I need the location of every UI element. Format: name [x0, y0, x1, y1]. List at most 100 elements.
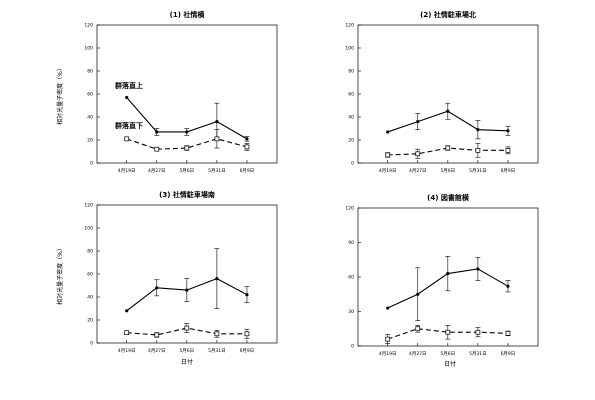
chart-panel-2: (2) 社情駐車場北 0 20 40 60 80 100 120 4月19日 4月27日 5月6日 5…: [345, 10, 539, 174]
plot-frame: [357, 24, 539, 164]
data-point-circle: [476, 128, 480, 132]
data-point-square: [184, 325, 190, 331]
chart-title: (1) 社情横: [170, 10, 205, 19]
data-point-square: [244, 144, 250, 150]
y-tick-label: 80: [87, 249, 93, 255]
x-axis-label-left: 日付: [181, 358, 193, 366]
data-point-circle: [446, 271, 450, 276]
x-tick-label: 5月6日: [179, 168, 194, 174]
series-1: [125, 248, 250, 313]
x-tick-label: 4月27日: [148, 348, 166, 354]
data-point-square: [385, 336, 391, 342]
series-1: [125, 95, 250, 142]
data-point-circle: [245, 137, 249, 141]
data-point-circle: [506, 129, 510, 133]
x-tick-label: 5月31日: [208, 348, 226, 354]
chart-panel-1: (1) 社情横 0 20 40 60 80 100 120 4月19日 4月27日 5月6日 5月31…: [84, 10, 278, 174]
chart-panels: (1) 社情横 0 20 40 60 80 100 120 4月19日 4月27日 5月6日 5月31…: [84, 10, 539, 357]
y-tick-label: 40: [348, 115, 354, 121]
data-point-square: [505, 331, 511, 336]
chart-title: (2) 社情駐車場北: [420, 10, 476, 19]
x-tick-label: 4月19日: [118, 168, 136, 174]
data-point-circle: [416, 120, 420, 124]
data-point-square: [415, 151, 421, 157]
y-axis-label-top: 相対光量子密度（%）: [56, 65, 64, 125]
data-point-square: [214, 331, 220, 337]
data-point-circle: [185, 130, 189, 134]
y-tick-label: 120: [84, 23, 93, 29]
y-tick-label: 0: [351, 344, 354, 350]
data-point-circle: [506, 284, 510, 288]
y-tick-label: 30: [348, 309, 354, 315]
series-2: [385, 143, 511, 159]
y-tick-label: 60: [87, 272, 93, 278]
series-2: [385, 324, 511, 345]
y-tick-label: 90: [348, 240, 354, 246]
y-tick-label: 80: [87, 69, 93, 75]
series-2: [124, 129, 250, 152]
data-point-circle: [125, 309, 129, 313]
plot-frame: [96, 24, 278, 164]
series-1: [386, 102, 511, 140]
y-axis-label-bottom: 相対光量子密度（%）: [56, 245, 64, 305]
x-tick-label: 5月6日: [179, 348, 194, 354]
x-tick-label: 4月27日: [409, 168, 427, 174]
data-point-circle: [476, 267, 480, 271]
y-tick-label: 60: [348, 92, 354, 98]
data-point-circle: [446, 109, 450, 113]
y-tick-label: 120: [345, 206, 354, 212]
y-tick-label: 100: [345, 46, 354, 52]
y-tick-label: 0: [90, 341, 93, 347]
data-point-circle: [386, 130, 390, 134]
y-tick-label: 60: [87, 92, 93, 98]
x-tick-label: 4月27日: [409, 351, 427, 357]
data-point-circle: [155, 286, 159, 290]
chart-panel-3: (3) 社情駐車場南 0 20 40 60 80 100 120 4月19日 4月27日 5月6日 5…: [84, 190, 278, 354]
data-point-circle: [155, 130, 159, 134]
data-point-square: [244, 331, 250, 337]
y-tick-label: 120: [345, 23, 354, 29]
x-tick-label: 4月27日: [148, 168, 166, 174]
series-annotation: 群落直上: [115, 81, 143, 90]
plot-frame: [96, 204, 278, 344]
x-tick-label: 4月19日: [379, 168, 397, 174]
y-tick-label: 120: [84, 203, 93, 209]
y-tick-label: 100: [84, 226, 93, 232]
x-tick-label: 6月9日: [501, 351, 516, 357]
x-tick-label: 4月19日: [379, 351, 397, 357]
series-2: [124, 323, 250, 339]
x-tick-label: 5月6日: [440, 351, 455, 357]
x-axis-label-right: 日付: [444, 360, 456, 368]
y-tick-label: 80: [348, 69, 354, 75]
x-tick-label: 6月9日: [240, 348, 255, 354]
y-tick-label: 100: [84, 46, 93, 52]
data-point-square: [124, 330, 130, 335]
data-point-square: [184, 145, 190, 151]
y-tick-label: 0: [351, 161, 354, 167]
data-point-circle: [125, 95, 129, 100]
data-point-circle: [245, 293, 249, 297]
chart-title: (4) 図書館横: [427, 193, 469, 202]
data-point-square: [214, 136, 220, 142]
series-1: [386, 255, 511, 322]
data-point-circle: [386, 306, 390, 310]
data-point-circle: [215, 277, 219, 281]
x-tick-label: 5月31日: [208, 168, 226, 174]
data-point-square: [475, 329, 481, 335]
y-tick-label: 20: [87, 318, 93, 324]
data-point-square: [445, 329, 451, 335]
x-tick-label: 5月31日: [469, 351, 487, 357]
data-point-square: [154, 332, 160, 338]
y-tick-label: 40: [87, 115, 93, 121]
data-point-square: [505, 148, 511, 153]
y-tick-label: 0: [90, 161, 93, 167]
x-tick-label: 6月9日: [240, 168, 255, 174]
chart-title: (3) 社情駐車場南: [159, 190, 215, 199]
x-tick-label: 5月6日: [440, 168, 455, 174]
y-tick-label: 60: [348, 275, 354, 281]
x-tick-label: 4月19日: [118, 348, 136, 354]
data-point-square: [385, 152, 391, 158]
y-tick-label: 20: [87, 138, 93, 144]
data-point-square: [475, 148, 481, 153]
